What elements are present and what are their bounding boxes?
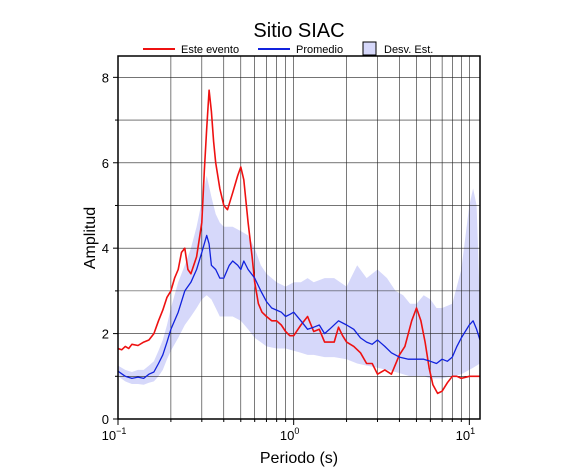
std-dev-band	[118, 175, 480, 385]
x-axis-label: Periodo (s)	[260, 450, 338, 467]
plot-area: 0 2 4 6 8 10−1 100 101	[102, 55, 481, 443]
plot-frame	[117, 55, 481, 420]
event-line	[118, 89, 480, 395]
legend: Este evento Promedio Desv. Est.	[143, 41, 433, 56]
legend-label-event: Este evento	[181, 44, 239, 56]
x-tick-label: 100	[280, 426, 299, 443]
y-tick-label: 4	[102, 241, 109, 256]
y-axis-label: Amplitud	[82, 207, 99, 269]
mean-line	[118, 234, 480, 380]
legend-swatch-band	[362, 41, 377, 56]
y-tick-label: 8	[102, 70, 109, 85]
x-tick-label: 10−1	[102, 426, 127, 443]
y-tick-label: 0	[102, 412, 109, 427]
legend-label-band: Desv. Est.	[384, 44, 433, 56]
legend-label-mean: Promedio	[296, 44, 343, 56]
x-tick-label: 101	[456, 426, 475, 443]
chart-title: Sitio SIAC	[253, 20, 344, 42]
y-tick-label: 6	[102, 156, 109, 171]
y-tick-label: 2	[102, 327, 109, 342]
